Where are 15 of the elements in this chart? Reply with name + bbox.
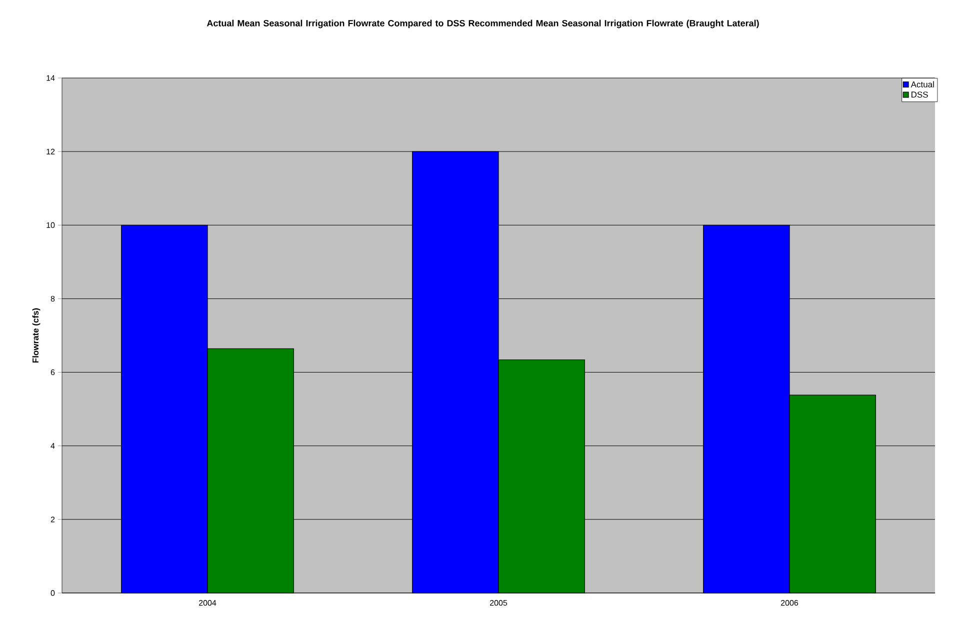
y-tick-label: 8 [50,296,55,302]
y-tick-label: 6 [50,369,55,376]
y-axis-title: Flowrate (cfs) [32,308,40,363]
x-tick-label: 2005 [490,600,508,606]
y-tick-label: 14 [46,75,55,81]
y-tick-label: 10 [46,222,55,228]
x-tick-label: 2004 [199,600,216,606]
x-tick-label: 2006 [781,600,798,606]
y-tick-label: 2 [50,516,55,522]
y-tick-label: 4 [50,443,55,449]
chart-title: Actual Mean Seasonal Irrigation Flowrate Compared to DSS Recommended Mean Seasonal Irrigation Flowrate (Braught Lateral) [206,20,759,28]
legend-label: DSS [912,92,928,98]
y-tick-label: 0 [50,590,55,596]
y-tick-label: 12 [46,148,55,154]
legend-label: Actual [910,81,934,88]
